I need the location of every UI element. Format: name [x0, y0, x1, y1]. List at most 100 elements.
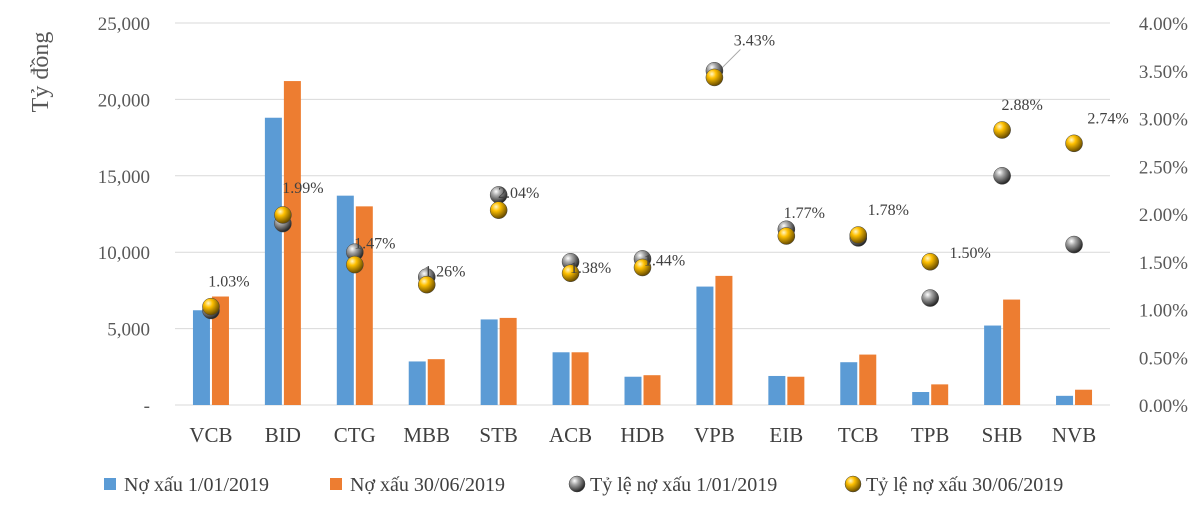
category-label: VCB	[189, 423, 232, 447]
rate-point	[993, 121, 1011, 139]
bar	[427, 359, 445, 405]
legend-swatch	[330, 478, 342, 490]
rate-point	[489, 201, 508, 219]
rate-data-label: 1.47%	[354, 236, 395, 253]
bar	[408, 361, 426, 405]
rate-data-label: 1.99%	[282, 180, 323, 197]
category-label: CTG	[334, 423, 376, 447]
category-label: STB	[479, 423, 518, 447]
bar	[931, 384, 949, 405]
rate-point	[417, 275, 436, 294]
bar	[715, 275, 733, 405]
y2-tick-label: 1.00%	[1139, 301, 1188, 322]
legend-label: Tỷ lệ nợ xấu 1/01/2019	[590, 474, 777, 496]
bar	[1056, 395, 1074, 405]
category-label: ACB	[549, 423, 592, 447]
rate-point	[274, 206, 292, 224]
bars	[192, 81, 1093, 406]
y-tick-label: 20,000	[98, 90, 150, 111]
rate-point	[993, 167, 1011, 185]
category-label: SHB	[982, 423, 1023, 447]
bar	[336, 195, 354, 405]
rate-labels: 1.03% 1.99% 1.47% 1.26% 2.04% 1.38% 1.44% 3.43%…	[208, 32, 1128, 290]
category-labels: VCB BID CTG MBB STB ACB HDB VPB EIB TCB TPB SHB NVB	[189, 423, 1096, 447]
rate-point	[777, 227, 796, 245]
rate-data-label: 1.50%	[950, 245, 991, 262]
y-tick-label: -	[144, 396, 150, 417]
bar	[768, 375, 786, 405]
category-label: EIB	[769, 423, 803, 447]
y-tick-label: 10,000	[98, 243, 150, 264]
axis-ticks: 25,000 20,000 15,000 10,000 5,000 - 4.00% 3.50%…	[98, 14, 1188, 417]
category-label: TPB	[911, 423, 950, 447]
legend-swatch	[104, 478, 116, 490]
leader-lines	[720, 49, 741, 70]
category-label: VPB	[694, 423, 735, 447]
bar	[211, 296, 229, 405]
y2-tick-label: 3.50%	[1139, 62, 1188, 83]
y-tick-label: 25,000	[98, 14, 150, 35]
rate-point	[705, 68, 724, 87]
y2-tick-label: 2.50%	[1139, 157, 1188, 178]
gridlines	[175, 22, 1110, 406]
rate-data-label: 2.74%	[1087, 110, 1128, 127]
bar	[787, 376, 805, 405]
legend-marker	[844, 475, 862, 493]
category-label: MBB	[403, 423, 450, 447]
y2-tick-label: 3.00%	[1139, 110, 1188, 131]
bar	[624, 376, 642, 405]
bar	[1075, 389, 1093, 405]
rate-point	[921, 289, 939, 307]
rate-point	[1065, 134, 1083, 153]
category-label: HDB	[620, 423, 664, 447]
rate-data-label: 1.78%	[868, 202, 909, 219]
bar	[480, 319, 498, 405]
rate-data-label: 3.43%	[734, 32, 775, 49]
rate-point	[633, 258, 652, 277]
bar	[552, 352, 570, 405]
y-tick-label: 5,000	[107, 320, 150, 341]
rate-data-label: 1.26%	[424, 264, 465, 281]
y2-tick-label: 2.00%	[1139, 205, 1188, 226]
y2-tick-label: 0.00%	[1139, 396, 1188, 417]
rate-point	[849, 226, 868, 244]
bar	[840, 362, 858, 405]
rate-point	[561, 264, 580, 282]
rate-point	[921, 253, 939, 271]
legend-label: Nợ xấu 30/06/2019	[350, 474, 505, 496]
category-label: BID	[265, 423, 301, 447]
rate-data-label: 1.38%	[570, 260, 611, 277]
legend: Nợ xấu 1/01/2019 Nợ xấu 30/06/2019 Tỷ lệ n…	[104, 474, 1063, 496]
bar	[571, 352, 589, 405]
y2-tick-label: 1.50%	[1139, 253, 1188, 274]
legend-marker	[568, 475, 586, 493]
category-label: TCB	[838, 423, 879, 447]
bar	[643, 375, 661, 405]
legend-label: Nợ xấu 1/01/2019	[124, 474, 269, 496]
legend-label: Tỷ lệ nợ xấu 30/06/2019	[866, 474, 1063, 496]
bar	[984, 325, 1002, 405]
rate-data-label: 1.03%	[208, 274, 249, 291]
rate-data-label: 1.44%	[644, 252, 685, 269]
bar	[1003, 299, 1021, 405]
rate-data-label: 2.88%	[1001, 97, 1042, 114]
y-axis-title: Tỷ đồng	[28, 32, 54, 113]
rate-point	[202, 297, 220, 316]
y2-tick-label: 0.50%	[1139, 348, 1188, 369]
rate-point	[1065, 235, 1083, 254]
y2-tick-label: 4.00%	[1139, 14, 1188, 35]
y-tick-label: 15,000	[98, 167, 150, 188]
rate-point	[346, 255, 364, 274]
category-label: NVB	[1052, 423, 1096, 447]
bar	[696, 286, 714, 405]
bar	[192, 310, 210, 405]
bar	[264, 117, 282, 406]
bar	[283, 81, 301, 406]
rate-points	[202, 62, 1083, 320]
rate-data-label: 1.77%	[784, 205, 825, 222]
leader-line	[720, 49, 741, 70]
rate-data-label: 2.04%	[498, 185, 539, 202]
bar	[499, 317, 517, 405]
bar	[912, 392, 930, 405]
